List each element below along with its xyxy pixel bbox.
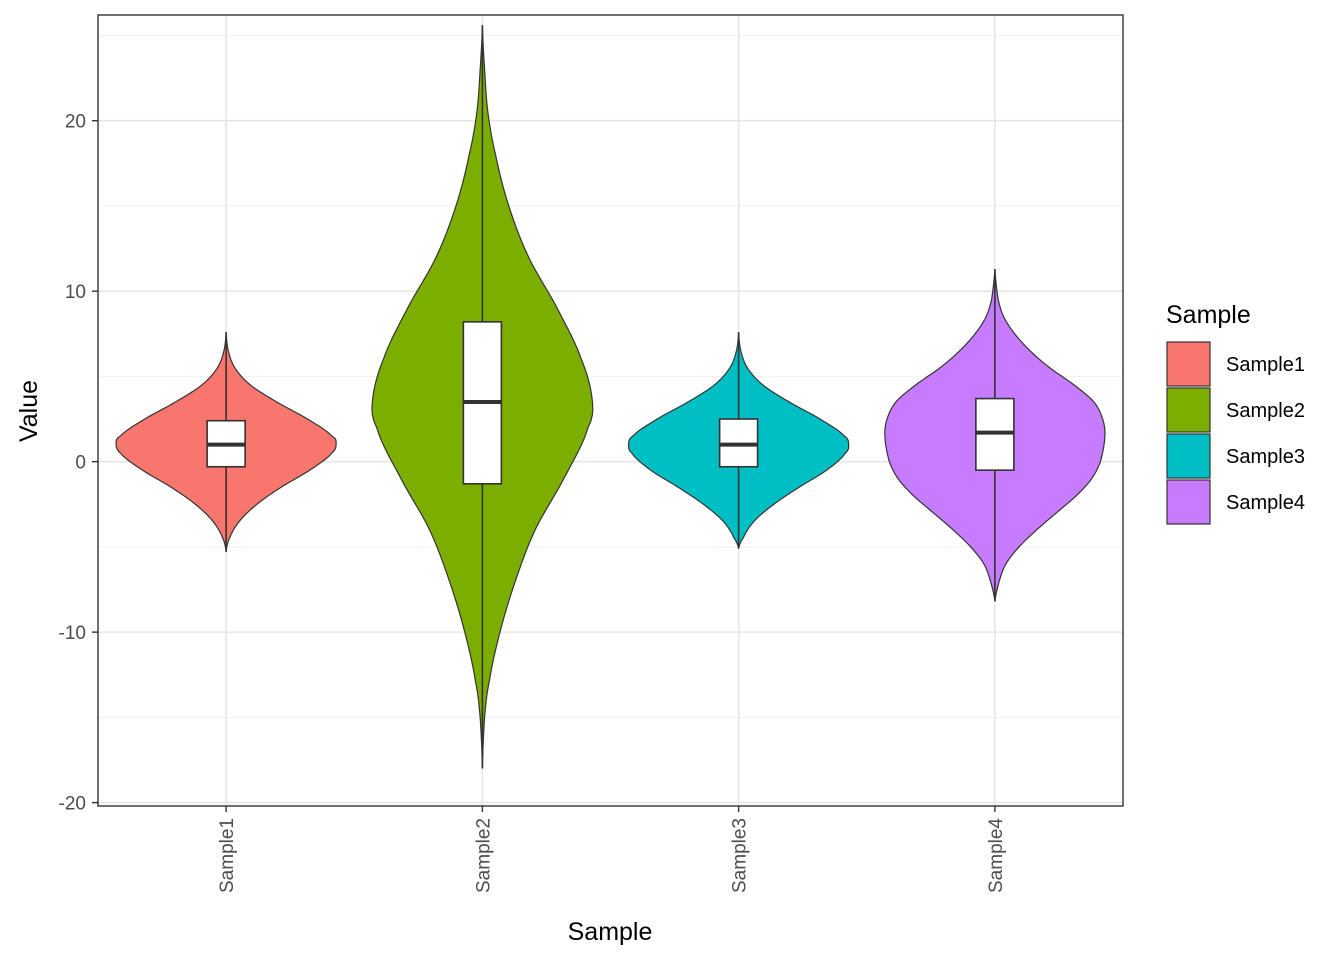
legend-label: Sample4 bbox=[1226, 492, 1305, 514]
x-tick-label: Sample4 bbox=[986, 818, 1007, 893]
x-tick-label: Sample2 bbox=[473, 818, 494, 893]
violin-sample3 bbox=[627, 332, 850, 549]
y-axis-title: Value bbox=[15, 380, 43, 442]
legend-title: Sample bbox=[1166, 301, 1251, 329]
legend-key bbox=[1166, 479, 1211, 525]
x-tick-label: Sample1 bbox=[217, 818, 238, 893]
panel-border bbox=[97, 14, 1124, 807]
y-tick-label: 10 bbox=[65, 282, 86, 303]
legend: Sample Sample1 Sample2 Sample3 Sample4 bbox=[1166, 301, 1305, 525]
violin-layer bbox=[115, 25, 1106, 769]
violin-sample4 bbox=[884, 268, 1106, 602]
violin-sample2 bbox=[371, 25, 594, 769]
legend-label: Sample2 bbox=[1226, 400, 1305, 422]
legend-label: Sample3 bbox=[1226, 446, 1305, 468]
y-tick-label: 20 bbox=[65, 112, 86, 133]
axis-layer: -20 -10 0 10 20 Sample1 Sample2 Sample3 Sample4 bbox=[59, 112, 1007, 893]
legend-label: Sample1 bbox=[1226, 354, 1305, 376]
legend-key bbox=[1166, 387, 1211, 433]
y-tick-label: -10 bbox=[59, 623, 86, 644]
y-tick-label: 0 bbox=[75, 453, 86, 474]
violin-sample1 bbox=[115, 332, 337, 553]
x-tick-label: Sample3 bbox=[730, 818, 751, 893]
legend-key bbox=[1166, 433, 1211, 479]
y-tick-label: -20 bbox=[59, 794, 86, 815]
x-axis-title: Sample bbox=[568, 918, 653, 946]
legend-key bbox=[1166, 341, 1211, 387]
